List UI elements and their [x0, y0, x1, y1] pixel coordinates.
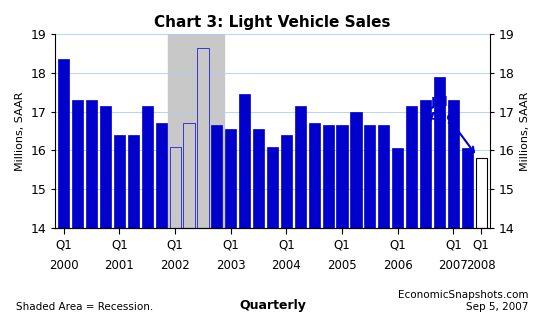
Bar [281, 135, 292, 228]
Bar [267, 146, 278, 228]
Bar [239, 94, 250, 228]
Bar [476, 158, 487, 228]
Text: 2001: 2001 [105, 259, 134, 272]
Bar [168, 34, 224, 228]
Bar [364, 125, 376, 228]
Bar [184, 123, 195, 228]
Bar [58, 59, 69, 228]
Bar [462, 148, 473, 228]
Text: 2005: 2005 [327, 259, 357, 272]
Bar [72, 100, 83, 228]
Bar [169, 146, 181, 228]
Text: 2006: 2006 [383, 259, 413, 272]
Text: Quarterly: Quarterly [239, 299, 306, 312]
Text: 2008: 2008 [467, 259, 496, 272]
Y-axis label: Millions, SAAR: Millions, SAAR [520, 91, 530, 171]
Bar [434, 77, 445, 228]
Bar [253, 129, 264, 228]
Bar [100, 106, 111, 228]
Bar [336, 125, 348, 228]
Text: 2002: 2002 [160, 259, 190, 272]
Y-axis label: Millions, SAAR: Millions, SAAR [15, 91, 25, 171]
Bar [142, 106, 153, 228]
Text: Jul,
Aug: Jul, Aug [428, 96, 474, 152]
Bar [378, 125, 389, 228]
Bar [448, 100, 459, 228]
Text: 2003: 2003 [216, 259, 246, 272]
Text: 2007: 2007 [439, 259, 468, 272]
Bar [114, 135, 125, 228]
Bar [420, 100, 431, 228]
Text: EconomicSnapshots.com
Sep 5, 2007: EconomicSnapshots.com Sep 5, 2007 [398, 290, 529, 312]
Bar [350, 112, 361, 228]
Bar [197, 48, 209, 228]
Bar [211, 125, 222, 228]
Bar [128, 135, 139, 228]
Bar [308, 123, 320, 228]
Bar [323, 125, 334, 228]
Text: 2000: 2000 [49, 259, 78, 272]
Text: Shaded Area = Recession.: Shaded Area = Recession. [16, 302, 154, 312]
Text: 2004: 2004 [271, 259, 301, 272]
Bar [225, 129, 237, 228]
Bar [295, 106, 306, 228]
Bar [406, 106, 417, 228]
Bar [392, 148, 403, 228]
Title: Chart 3: Light Vehicle Sales: Chart 3: Light Vehicle Sales [154, 15, 391, 30]
Bar [156, 123, 167, 228]
Bar [86, 100, 97, 228]
